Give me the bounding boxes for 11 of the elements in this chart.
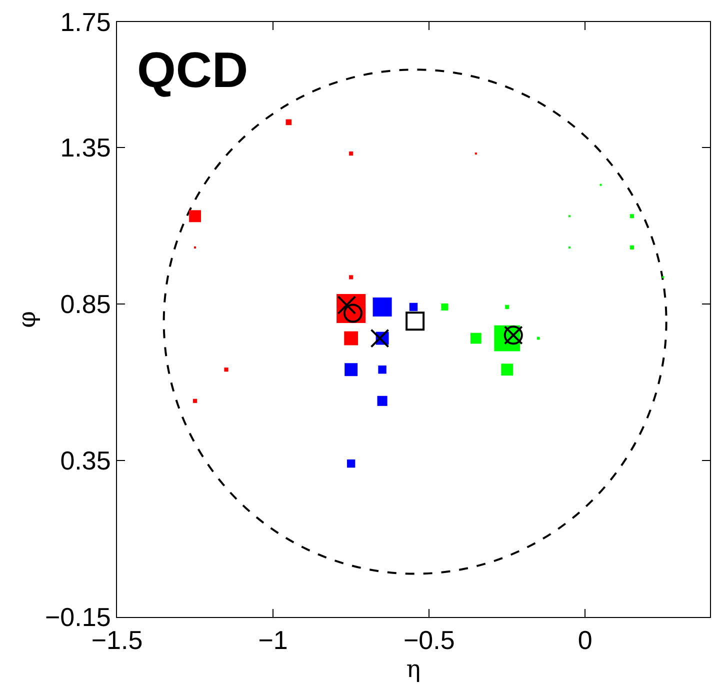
point bbox=[370, 328, 390, 348]
x-tick-label: 0 bbox=[578, 625, 592, 656]
y-tick-label: 1.75 bbox=[60, 7, 111, 38]
x-tick-label: −0.5 bbox=[403, 625, 455, 656]
annotation: QCD bbox=[137, 42, 248, 98]
y-tick-label: 0.85 bbox=[60, 288, 111, 319]
x-tick-label: −1 bbox=[258, 625, 288, 656]
y-tick-label: 0.35 bbox=[60, 446, 111, 476]
y-axis-title: φ bbox=[13, 311, 42, 328]
y-tick-label: 1.35 bbox=[60, 132, 111, 162]
x-axis-title: η bbox=[406, 655, 421, 684]
